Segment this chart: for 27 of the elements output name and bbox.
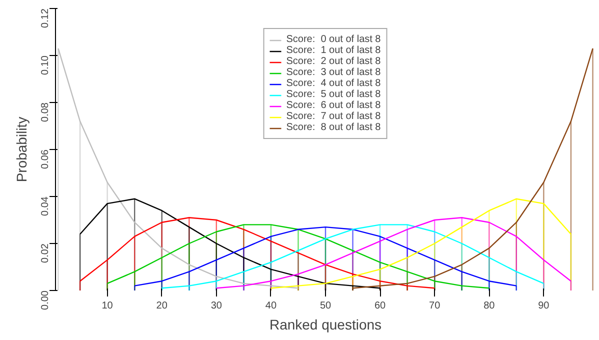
- x-tick-label: 40: [265, 300, 277, 312]
- legend-label: Score: 2 out of last 8: [286, 56, 381, 67]
- y-tick-label: 0.06: [40, 149, 51, 169]
- x-tick-label: 30: [210, 300, 222, 312]
- y-tick-label: 0.12: [40, 8, 51, 28]
- y-axis-title: Probability: [14, 116, 30, 182]
- y-tick-label: 0.02: [40, 243, 51, 263]
- legend-label: Score: 3 out of last 8: [286, 67, 381, 78]
- x-tick-label: 10: [102, 300, 114, 312]
- legend-label: Score: 6 out of last 8: [286, 100, 381, 111]
- legend-label: Score: 4 out of last 8: [286, 78, 381, 89]
- x-tick-label: 60: [374, 300, 386, 312]
- y-tick-label: 0.08: [40, 102, 51, 122]
- y-tick-label: 0.04: [40, 196, 51, 216]
- x-tick-label: 80: [484, 300, 496, 312]
- x-tick-label: 20: [156, 300, 168, 312]
- y-tick-label: 0.00: [40, 290, 51, 310]
- y-tick-label: 0.10: [40, 55, 51, 75]
- legend-label: Score: 5 out of last 8: [286, 89, 381, 100]
- legend-label: Score: 8 out of last 8: [286, 122, 381, 133]
- x-axis-title: Ranked questions: [269, 316, 382, 332]
- x-tick-label: 50: [320, 300, 332, 312]
- legend-label: Score: 7 out of last 8: [286, 111, 381, 122]
- x-tick-label: 90: [538, 300, 550, 312]
- legend-label: Score: 1 out of last 8: [286, 45, 381, 56]
- legend-label: Score: 0 out of last 8: [286, 34, 381, 45]
- x-tick-label: 70: [429, 300, 441, 312]
